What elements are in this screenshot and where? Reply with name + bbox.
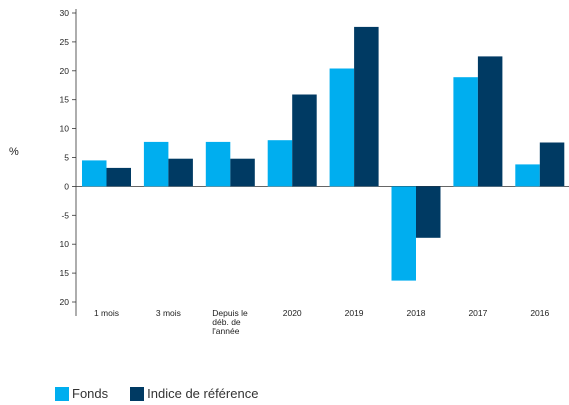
x-tick-label: 3 mois	[156, 308, 181, 318]
y-tick-label: 20	[60, 66, 70, 76]
y-tick-label: 20	[60, 297, 70, 307]
legend-swatch-fonds	[55, 386, 69, 401]
bar-indice	[354, 26, 379, 187]
legend-item-fonds: Fonds	[55, 386, 108, 401]
x-tick-label: 2016	[530, 308, 549, 318]
x-tick-label: Depuis le déb. de l'année	[212, 308, 248, 336]
legend-label-indice: Indice de référence	[147, 386, 259, 401]
y-tick-label: 10	[60, 239, 70, 249]
bar-fonds	[391, 186, 416, 281]
x-tick-label: 2018	[407, 308, 426, 318]
x-tick-label: 1 mois	[94, 308, 119, 318]
legend-label-fonds: Fonds	[72, 386, 109, 401]
y-tick-label: 0	[64, 181, 69, 191]
bar-fonds	[453, 77, 478, 187]
bar-fonds	[143, 141, 169, 187]
legend-swatch-indice	[130, 386, 145, 401]
y-tick-label: 15	[60, 268, 70, 278]
legend: Fonds Indice de référence	[55, 386, 280, 401]
bar-fonds	[267, 140, 293, 187]
bar-indice	[416, 186, 441, 238]
legend-item-indice: Indice de référence	[130, 386, 258, 401]
y-tick-label: 15	[60, 95, 70, 105]
bar-fonds	[515, 164, 540, 187]
y-axis-label: %	[9, 146, 19, 158]
bar-fonds	[329, 68, 355, 187]
bar-indice	[477, 56, 503, 187]
y-tick-label: 5	[64, 153, 69, 163]
bar-fonds	[82, 160, 107, 187]
x-tick-label: 2019	[345, 308, 364, 318]
x-tick-label: 2017	[468, 308, 487, 318]
bar-chart: 30 25 20 15 10 5 0 -5 10 15 20 1 mois 3 mois Depuis …	[9, 8, 569, 336]
y-tick-label: -5	[61, 210, 69, 220]
bar-indice	[106, 167, 131, 187]
bar-indice	[168, 158, 193, 187]
bar-indice	[230, 158, 255, 187]
bar-indice	[539, 142, 565, 187]
y-tick-label: 30	[60, 8, 70, 18]
bar-indice	[292, 94, 317, 187]
bar-fonds	[205, 141, 231, 187]
y-tick-label: 25	[60, 37, 70, 47]
y-tick-label: 10	[60, 124, 70, 134]
x-tick-label: 2020	[283, 308, 302, 318]
